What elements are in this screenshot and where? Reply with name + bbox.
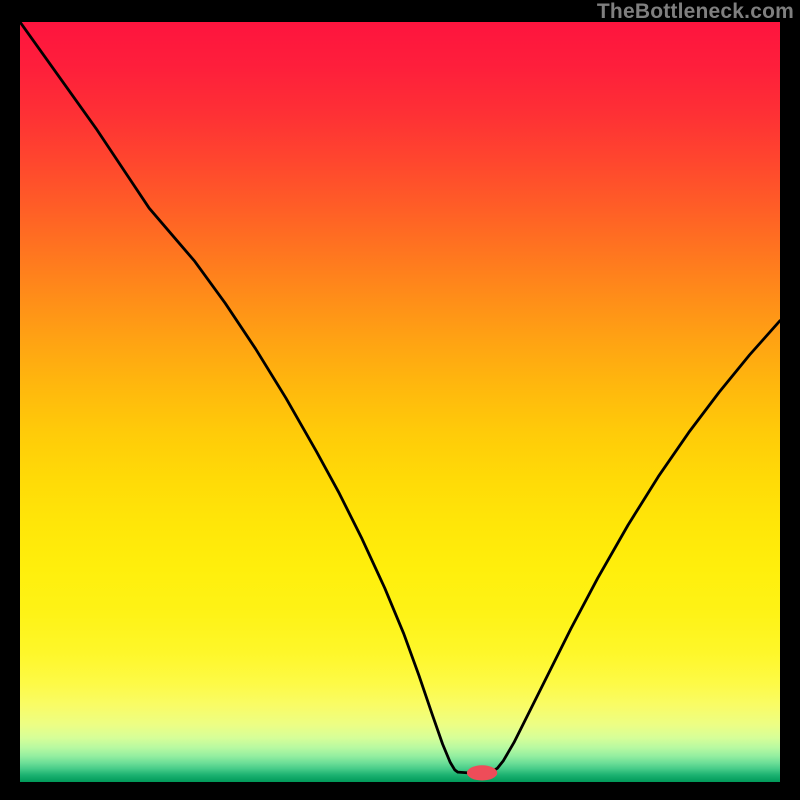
- bottleneck-chart: [20, 22, 780, 782]
- optimal-point-marker: [467, 765, 497, 780]
- gradient-background: [20, 22, 780, 782]
- chart-frame: TheBottleneck.com: [0, 0, 800, 800]
- watermark-text: TheBottleneck.com: [597, 0, 794, 24]
